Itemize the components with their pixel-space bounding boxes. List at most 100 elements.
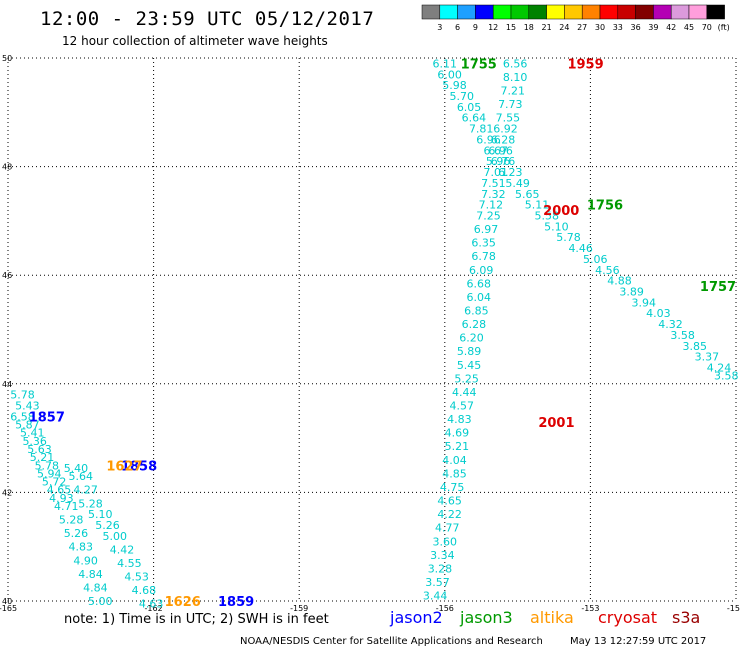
- colorbar-swatch: [581, 4, 601, 20]
- cryosat-value-label: 6.09: [469, 264, 494, 277]
- altika-value-label: 5.10: [88, 508, 113, 521]
- jason2-value-label: 5.28: [59, 514, 84, 527]
- cryosat-value-label: 3.44: [423, 590, 448, 603]
- jason2-value-label: 4.90: [73, 554, 98, 567]
- altika-value-label: 4.27: [73, 484, 98, 497]
- cryosat-value-label: 7.73: [498, 98, 523, 111]
- colorbar-label: 27: [577, 23, 587, 32]
- jason2-value-label: 4.84: [78, 568, 103, 581]
- jason3-value-label: 4.03: [646, 307, 671, 320]
- cryosat-value-label: 5.21: [445, 440, 470, 453]
- colorbar-swatch: [706, 4, 725, 20]
- cryosat-value-label: 6.68: [467, 277, 492, 290]
- colorbar: 3 6 9 12 15 18 21 24 27 30 33 36 39 42 45 70 (ft): [421, 4, 730, 32]
- cryosat-value-label: 6.28: [462, 318, 487, 331]
- cryosat-value-label: 4.65: [437, 495, 462, 508]
- x-tick-label: -159: [290, 604, 308, 613]
- colorbar-swatch: [528, 4, 547, 20]
- jason2-value-label: 5.00: [88, 595, 113, 608]
- jason3-value-label: 5.98: [442, 79, 467, 92]
- legend-jason2: jason2: [390, 608, 443, 627]
- footer-note: note: 1) Time is in UTC; 2) SWH is in fe…: [64, 612, 329, 627]
- jason3-value-label: 3.58: [670, 329, 695, 342]
- colorbar-swatch: [688, 4, 708, 20]
- cryosat-value-label: 7.21: [500, 85, 525, 98]
- jason3-value-label: 6.96: [476, 133, 501, 146]
- cryosat-value-label: 6.35: [471, 237, 496, 250]
- jason2-value-label: 4.93: [49, 492, 74, 505]
- jason2-value-label: 6.58: [10, 410, 35, 423]
- colorbar-label: 42: [666, 23, 676, 32]
- colorbar-label: 36: [631, 23, 641, 32]
- colorbar-label: 15: [506, 23, 516, 32]
- jason3-value-label: 5.10: [544, 220, 569, 233]
- cryosat-value-label: 7.51: [481, 177, 506, 190]
- y-tick-label: 48: [2, 163, 12, 172]
- jason2-value-label: 4.65: [47, 484, 72, 497]
- colorbar-swatch: [492, 4, 512, 20]
- pass-time-label: 2001: [538, 416, 574, 431]
- colorbar-swatch: [457, 4, 476, 20]
- jason2-value-label: 5.36: [22, 435, 47, 448]
- colorbar-label: 9: [473, 23, 478, 32]
- cryosat-value-label: 3.57: [425, 576, 450, 589]
- altika-value-label: 4.68: [132, 584, 157, 597]
- colorbar-label: 18: [524, 23, 534, 32]
- jason2-value-label: 5.78: [10, 389, 35, 402]
- altika-value-label: 5.40: [64, 462, 89, 475]
- colorbar-unit: (ft): [718, 23, 730, 32]
- colorbar-label: 12: [488, 23, 498, 32]
- colorbar-swatch: [599, 4, 619, 20]
- cryosat-value-label: 7.32: [481, 188, 506, 201]
- cryosat-value-label: 3.60: [433, 535, 458, 548]
- altika-value-label: 4.42: [110, 543, 135, 556]
- cryosat-value-label: 5.89: [457, 345, 482, 358]
- altika-value-label: 5.26: [95, 519, 120, 532]
- colorbar-label: 39: [648, 23, 658, 32]
- jason3-value-label: 5.11: [525, 199, 550, 212]
- colorbar-label: 3: [437, 23, 442, 32]
- jason3-value-label: 5.65: [515, 188, 540, 201]
- chart-subtitle: 12 hour collection of altimeter wave hei…: [62, 34, 328, 48]
- axes: -165 -162 -159 -156 -153 -150 40 42 44 46 48 50: [0, 54, 740, 613]
- jason3-value-label: 4.88: [607, 275, 632, 288]
- cryosat-value-label: 4.83: [447, 413, 472, 426]
- cryosat-value-label: 4.57: [450, 400, 475, 413]
- pass-time-label: 1858: [121, 459, 157, 474]
- jason2-value-label: 5.26: [64, 527, 89, 540]
- cryosat-value-label: 7.01: [484, 166, 509, 179]
- cryosat-value-label: 7.55: [496, 112, 521, 125]
- jason3-value-label: 7.81: [469, 123, 494, 136]
- colorbar-label: 70: [702, 23, 712, 32]
- altika-value-label: 4.53: [124, 571, 149, 584]
- x-tick-label: -150: [727, 604, 740, 613]
- colorbar-label: 6: [455, 23, 460, 32]
- grid-lines: [7, 57, 737, 602]
- jason2-value-label: 4.84: [83, 581, 108, 594]
- cryosat-value-label: 3.34: [430, 549, 455, 562]
- cryosat-value-label: 4.77: [435, 522, 460, 535]
- cryosat-value-label: 6.97: [474, 223, 499, 236]
- cryosat-value-label: 6.56: [503, 57, 528, 70]
- jason3-value-label: 5.49: [505, 177, 530, 190]
- chart-title: 12:00 - 23:59 UTC 05/12/2017: [40, 8, 375, 30]
- pass-time-label: 1757: [700, 280, 736, 295]
- altika-value-label: 4.63: [139, 598, 164, 611]
- jason3-value-label: 6.64: [462, 112, 487, 125]
- cryosat-value-label: 6.28: [491, 133, 516, 146]
- jason3-value-label: 3.89: [619, 285, 644, 298]
- pass-time-label: 2000: [543, 204, 579, 219]
- jason3-value-label: 3.94: [632, 296, 657, 309]
- jason2-value-label: 5.72: [42, 476, 67, 489]
- colorbar-swatch: [564, 4, 583, 20]
- jason2-value-label: 4.71: [54, 500, 79, 513]
- cryosat-value-label: 6.04: [467, 291, 492, 304]
- cryosat-value-label: 8.10: [503, 71, 528, 84]
- jason3-value-label: 5.70: [450, 90, 475, 103]
- colorbar-label: 33: [613, 23, 623, 32]
- jason3-value-label: 5.06: [583, 253, 608, 266]
- x-tick-label: -156: [436, 604, 454, 613]
- jason2-value-label: 5.41: [20, 427, 45, 440]
- pass-time-label: 1959: [567, 57, 603, 72]
- jason2-value-label: 5.63: [27, 443, 52, 456]
